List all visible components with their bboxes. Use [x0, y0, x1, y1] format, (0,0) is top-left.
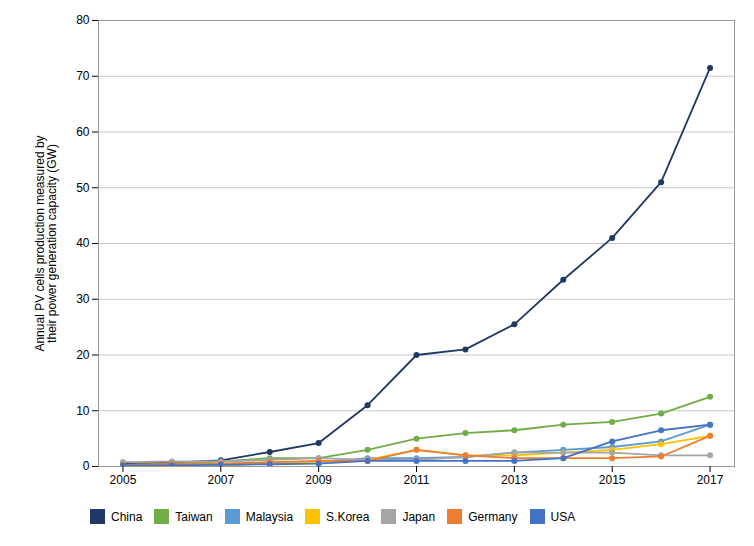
html-text:USA: USA: [550, 509, 576, 524]
svg-text:2005: 2005: [110, 473, 137, 487]
svg-text:70: 70: [76, 69, 90, 83]
svg-text:2015: 2015: [599, 473, 626, 487]
svg-text:30: 30: [76, 292, 90, 306]
html-text:S.Korea: S.Korea: [326, 509, 370, 524]
svg-text:Annual PV cells production mea: Annual PV cells production measured byth…: [33, 135, 59, 351]
html-text:Taiwan: Taiwan: [175, 509, 213, 524]
svg-text:0: 0: [83, 459, 90, 473]
svg-text:40: 40: [76, 236, 90, 250]
svg-text:10: 10: [76, 404, 90, 418]
svg-text:50: 50: [76, 181, 90, 195]
html-text:Japan: Japan: [402, 509, 436, 524]
svg-text:2013: 2013: [501, 473, 528, 487]
svg-text:20: 20: [76, 348, 90, 362]
html-text:China: China: [111, 509, 143, 524]
svg-text:2009: 2009: [305, 473, 332, 487]
svg-text:60: 60: [76, 125, 90, 139]
svg-text:2007: 2007: [207, 473, 234, 487]
svg-text:2011: 2011: [404, 473, 430, 487]
svg-text:2017: 2017: [697, 473, 724, 487]
html-text:Malaysia: Malaysia: [245, 509, 294, 524]
svg-text:80: 80: [76, 13, 90, 27]
html-text:Germany: Germany: [468, 509, 518, 524]
